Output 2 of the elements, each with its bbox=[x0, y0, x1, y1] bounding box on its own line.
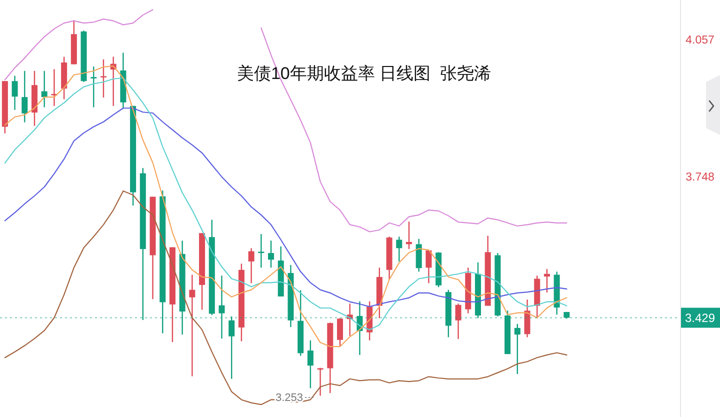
title: 美债10年期收益率 日线图 张尧浠 bbox=[236, 64, 492, 83]
ref-line-label: 3.429 bbox=[684, 311, 716, 326]
